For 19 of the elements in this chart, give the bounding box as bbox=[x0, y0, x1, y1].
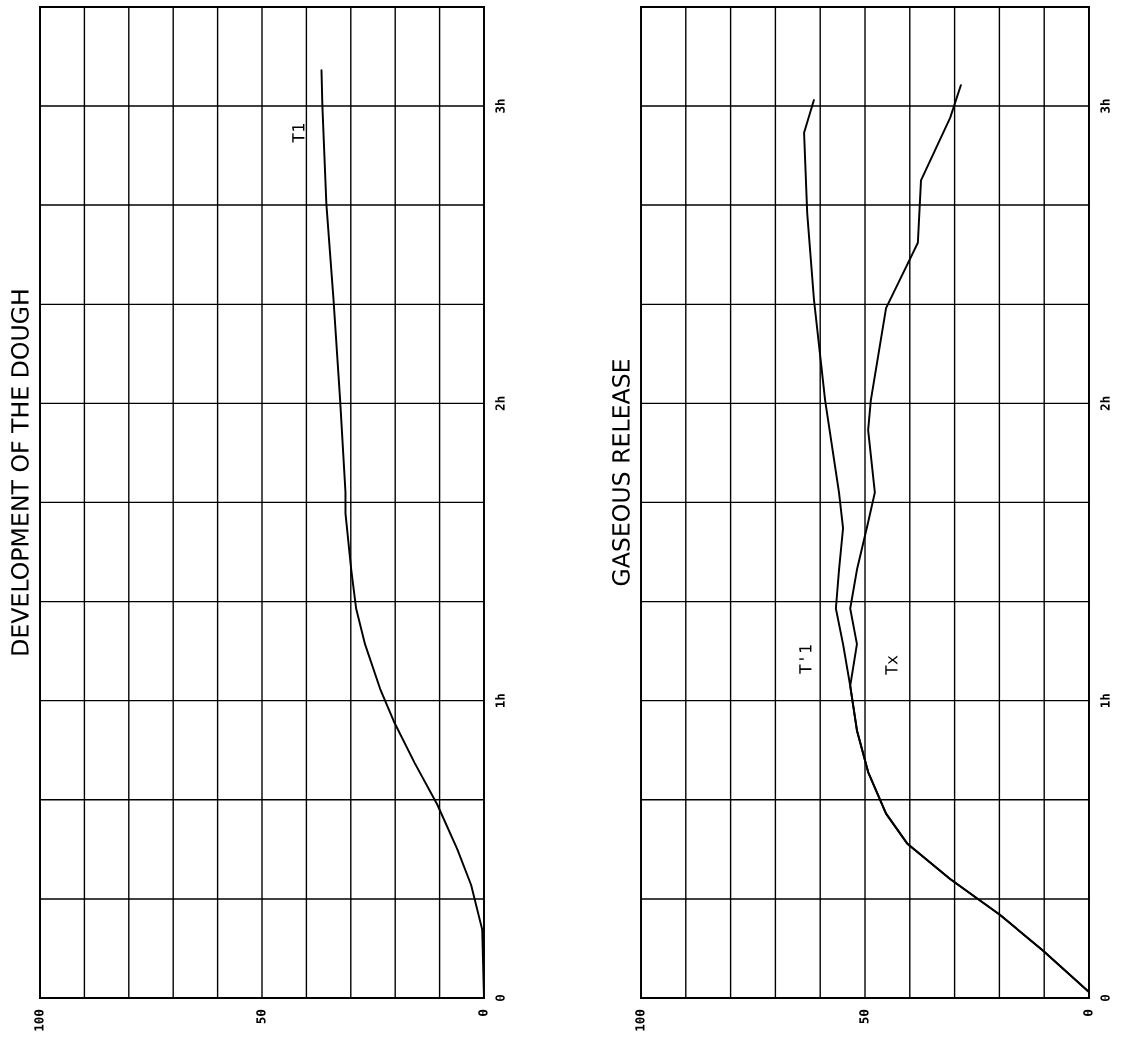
x-tick-label: 50 bbox=[256, 1009, 266, 1024]
y-tick-label: 3h bbox=[495, 99, 505, 113]
x-tick-label: 0 bbox=[1083, 1009, 1093, 1016]
y-tick-label: 1h bbox=[1100, 694, 1110, 708]
annotation: T1 bbox=[292, 123, 305, 143]
y-tick-label: 2h bbox=[495, 396, 505, 411]
y-tick-label: 2h bbox=[1100, 396, 1110, 411]
y-tick-label: 3h bbox=[1100, 99, 1110, 113]
text: DEVELOPMENT OF THE DOUGH bbox=[10, 290, 29, 655]
x-tick-label: 100 bbox=[34, 1009, 44, 1031]
annotation: Tx bbox=[885, 655, 898, 675]
annotation: T'1 bbox=[799, 645, 812, 674]
text: GASEOUS RELEASE bbox=[611, 359, 630, 586]
x-tick-label: 100 bbox=[635, 1009, 645, 1031]
y-tick-label: 0 bbox=[495, 994, 505, 1002]
y-tick-label: 1h bbox=[495, 694, 505, 708]
x-tick-label: 50 bbox=[859, 1009, 869, 1024]
x-tick-label: 0 bbox=[478, 1009, 488, 1016]
y-tick-label: 0 bbox=[1100, 994, 1110, 1002]
